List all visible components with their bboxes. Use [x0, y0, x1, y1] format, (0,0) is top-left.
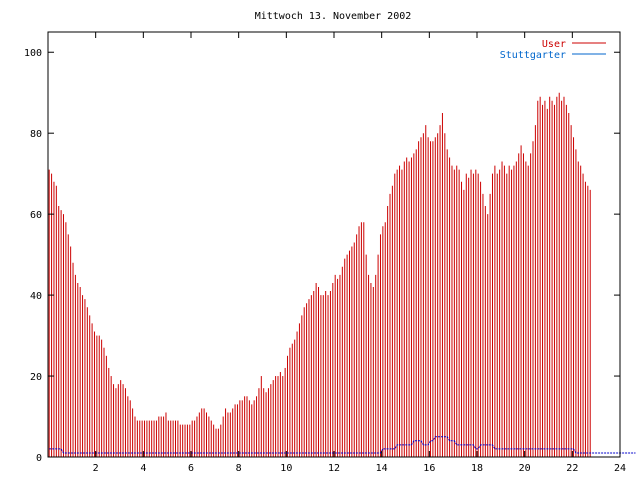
- y-tick-label: 20: [30, 372, 42, 383]
- y-tick-label: 80: [30, 129, 42, 140]
- x-tick-label: 6: [188, 463, 194, 474]
- y-tick-label: 60: [30, 210, 42, 221]
- x-tick-label: 18: [471, 463, 483, 474]
- y-tick-label: 40: [30, 291, 42, 302]
- x-tick-label: 8: [236, 463, 242, 474]
- plot-frame: [47, 31, 621, 458]
- x-tick-label: 16: [423, 463, 435, 474]
- x-tick-label: 2: [93, 463, 99, 474]
- x-tick-label: 4: [140, 463, 146, 474]
- x-tick-label: 12: [328, 463, 340, 474]
- x-tick-label: 14: [376, 463, 388, 474]
- user-bars: [48, 92, 591, 457]
- legend-label-user: User: [542, 39, 566, 50]
- legend: User Stuttgarter: [500, 39, 606, 61]
- x-tick-label: 20: [519, 463, 531, 474]
- x-tick-label: 22: [566, 463, 578, 474]
- x-tick-label: 10: [280, 463, 292, 474]
- x-tick-label: 24: [614, 463, 626, 474]
- legend-label-stuttgarter: Stuttgarter: [500, 50, 566, 61]
- y-tick-label: 0: [36, 453, 42, 464]
- x-axis: 2 4 6 8 10 12 14 16 18 20 22 24: [93, 32, 626, 474]
- y-tick-label: 100: [24, 48, 42, 59]
- stuttgarter-series-line: [49, 436, 636, 454]
- y-axis: 0 20 40 60 80 100: [24, 48, 620, 464]
- chart-title: Mittwoch 13. November 2002: [255, 11, 412, 22]
